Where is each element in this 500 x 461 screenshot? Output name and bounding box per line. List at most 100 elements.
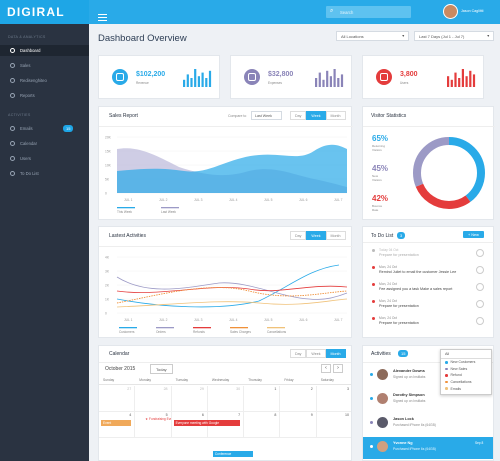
kpi-bar <box>315 78 318 87</box>
tab-week[interactable]: Week <box>306 231 326 240</box>
todo-checkbox[interactable] <box>476 249 484 257</box>
calendar-date: 8 <box>274 413 277 417</box>
compare-select[interactable]: Last Week <box>251 111 282 120</box>
x-tick-label: JUL 1 <box>124 198 133 202</box>
new-todo-button[interactable]: + New <box>463 231 484 238</box>
sidebar-item-users[interactable]: Users <box>0 153 89 164</box>
visitor-stat-label: New Visitors <box>372 174 382 182</box>
tab-day[interactable]: Day <box>290 349 307 358</box>
sidebar-item-calendar[interactable]: Calendar <box>0 138 89 149</box>
activity-dot <box>370 445 373 448</box>
sidebar-item-redisenghiteo[interactable]: Redisenghiteo <box>0 75 89 86</box>
calendar-day[interactable]: 4 <box>99 412 136 438</box>
nav-icon <box>10 171 15 176</box>
todo-checkbox[interactable] <box>476 317 484 325</box>
search-box[interactable]: ⌕ Search <box>326 6 411 18</box>
user-name[interactable]: Jason Cagliltti <box>461 9 484 13</box>
calendar-day[interactable]: 5 <box>135 412 172 438</box>
sidebar-item-to-do-list[interactable]: To Do List <box>0 168 89 179</box>
top-bar <box>89 0 500 24</box>
todo-item[interactable]: Mon, 24 Oct Prepare for presentation <box>363 315 495 331</box>
calendar-day[interactable]: 1 <box>244 386 281 412</box>
app-logo[interactable]: DIGIRAL <box>7 5 65 19</box>
next-month-button[interactable]: › <box>333 364 343 373</box>
card-title: Visitor Statistics <box>371 113 407 119</box>
todo-dot <box>372 266 375 269</box>
sidebar-item-label: Sales <box>20 63 31 68</box>
activity-item[interactable]: Alexander Downs Signed up on Instilabs <box>363 365 493 387</box>
compare-label: Compare to <box>228 114 247 118</box>
avatar[interactable] <box>443 4 458 19</box>
calendar-event[interactable]: ★ Fundraising Event <box>143 416 171 422</box>
sidebar-item-reports[interactable]: Reports <box>0 90 89 101</box>
todo-item[interactable]: Mon, 24 Oct Remind Juliet to email the cu… <box>363 264 495 280</box>
kpi-bar <box>465 76 468 87</box>
sidebar-item-dashboard[interactable]: Dashboard <box>0 45 89 56</box>
calendar-event[interactable]: Event <box>101 420 131 426</box>
kpi-bar <box>318 72 321 87</box>
x-tick-label: JUL 6 <box>299 198 308 202</box>
todo-item[interactable]: Today 04 Oct Prepare for presentation <box>363 247 495 263</box>
tab-month[interactable]: Month <box>325 111 346 120</box>
kpi-bar <box>329 76 332 87</box>
activity-item[interactable]: Dorothy Simpson Signed up on Instilabs <box>363 389 493 411</box>
calendar-event[interactable]: Conference <box>212 451 253 457</box>
activity-item[interactable]: Jason Lock Purchased iPhone 6s (64GB) <box>363 413 493 435</box>
legend-label: Sales Charges <box>230 330 251 334</box>
todo-item[interactable]: Mon, 24 Oct Prepare for presentation <box>363 298 495 314</box>
y-tick-label: 2K <box>105 284 110 288</box>
filter-option[interactable]: Cancellations <box>441 379 491 386</box>
menu-icon[interactable] <box>98 8 107 21</box>
y-tick-label: 1K <box>105 298 110 302</box>
date-filter[interactable]: Last 7 Days (Jul 1 - Jul 7) ▼ <box>414 31 494 41</box>
todo-item[interactable]: Mon, 24 Oct Fee assigned you a task Make … <box>363 281 495 297</box>
activity-dot <box>370 373 373 376</box>
kpi-value: $32,800 <box>268 71 294 78</box>
nav-icon <box>10 78 15 83</box>
visitor-stat-label: Returning Visitors <box>372 144 386 152</box>
sidebar-item-sales[interactable]: Sales <box>0 60 89 71</box>
tab-week[interactable]: Week <box>306 111 326 120</box>
tab-week[interactable]: Week <box>306 349 326 358</box>
activity-item[interactable]: Yvonne Ng Purchased iPhone 6s (64GB) Sep 8 <box>363 437 493 459</box>
filter-option[interactable]: Emails <box>441 385 491 392</box>
y-tick-label: 10K <box>105 164 112 168</box>
filter-option[interactable]: New Customers <box>441 359 491 366</box>
legend-swatch <box>267 327 285 329</box>
calendar-day[interactable]: 29 <box>171 386 208 412</box>
calendar-day[interactable]: 30 <box>207 386 245 412</box>
series-area-this-week <box>117 144 347 193</box>
todo-dot <box>372 283 375 286</box>
todo-checkbox[interactable] <box>476 283 484 291</box>
todo-checkbox[interactable] <box>476 266 484 274</box>
today-button[interactable]: Today <box>150 364 173 374</box>
calendar-day[interactable]: 8 <box>244 412 281 438</box>
kpi-bar <box>322 79 325 87</box>
filter-option[interactable]: New Sales <box>441 366 491 373</box>
calendar-day[interactable]: 9 <box>280 412 317 438</box>
calendar-event-label: Everyone meeting with Google <box>175 421 219 425</box>
calendar-day[interactable]: 10 <box>316 412 351 438</box>
filter-option[interactable]: Refund <box>441 372 491 379</box>
calendar-day[interactable]: 27 <box>99 386 136 412</box>
calendar-day[interactable]: 7 <box>207 412 245 438</box>
todo-card: To Do List 3 + New Today 04 Oct Prepare f… <box>362 226 495 338</box>
sidebar-item-emails[interactable]: Emails 15 <box>0 123 89 134</box>
calendar-event[interactable]: Everyone meeting with Google <box>173 420 240 426</box>
todo-checkbox[interactable] <box>476 300 484 308</box>
sidebar-item-label: Emails <box>20 126 33 131</box>
todo-date: Mon, 24 Oct <box>379 299 397 303</box>
tab-month[interactable]: Month <box>325 349 346 358</box>
activity-filter-dropdown[interactable]: All New Customers New Sales Refund Cancella… <box>440 349 492 395</box>
calendar-day[interactable]: 28 <box>135 386 172 412</box>
kpi-label: Expenses <box>268 81 282 85</box>
tab-month[interactable]: Month <box>325 231 346 240</box>
calendar-event-label: ★ Fundraising Event <box>145 417 171 421</box>
prev-month-button[interactable]: ‹ <box>321 364 331 373</box>
calendar-day[interactable]: 3 <box>316 386 351 412</box>
location-filter[interactable]: All Locations ▼ <box>336 31 409 41</box>
calendar-day[interactable]: 2 <box>280 386 317 412</box>
tab-day[interactable]: Day <box>290 231 307 240</box>
legend-swatch <box>117 207 135 209</box>
tab-day[interactable]: Day <box>290 111 307 120</box>
